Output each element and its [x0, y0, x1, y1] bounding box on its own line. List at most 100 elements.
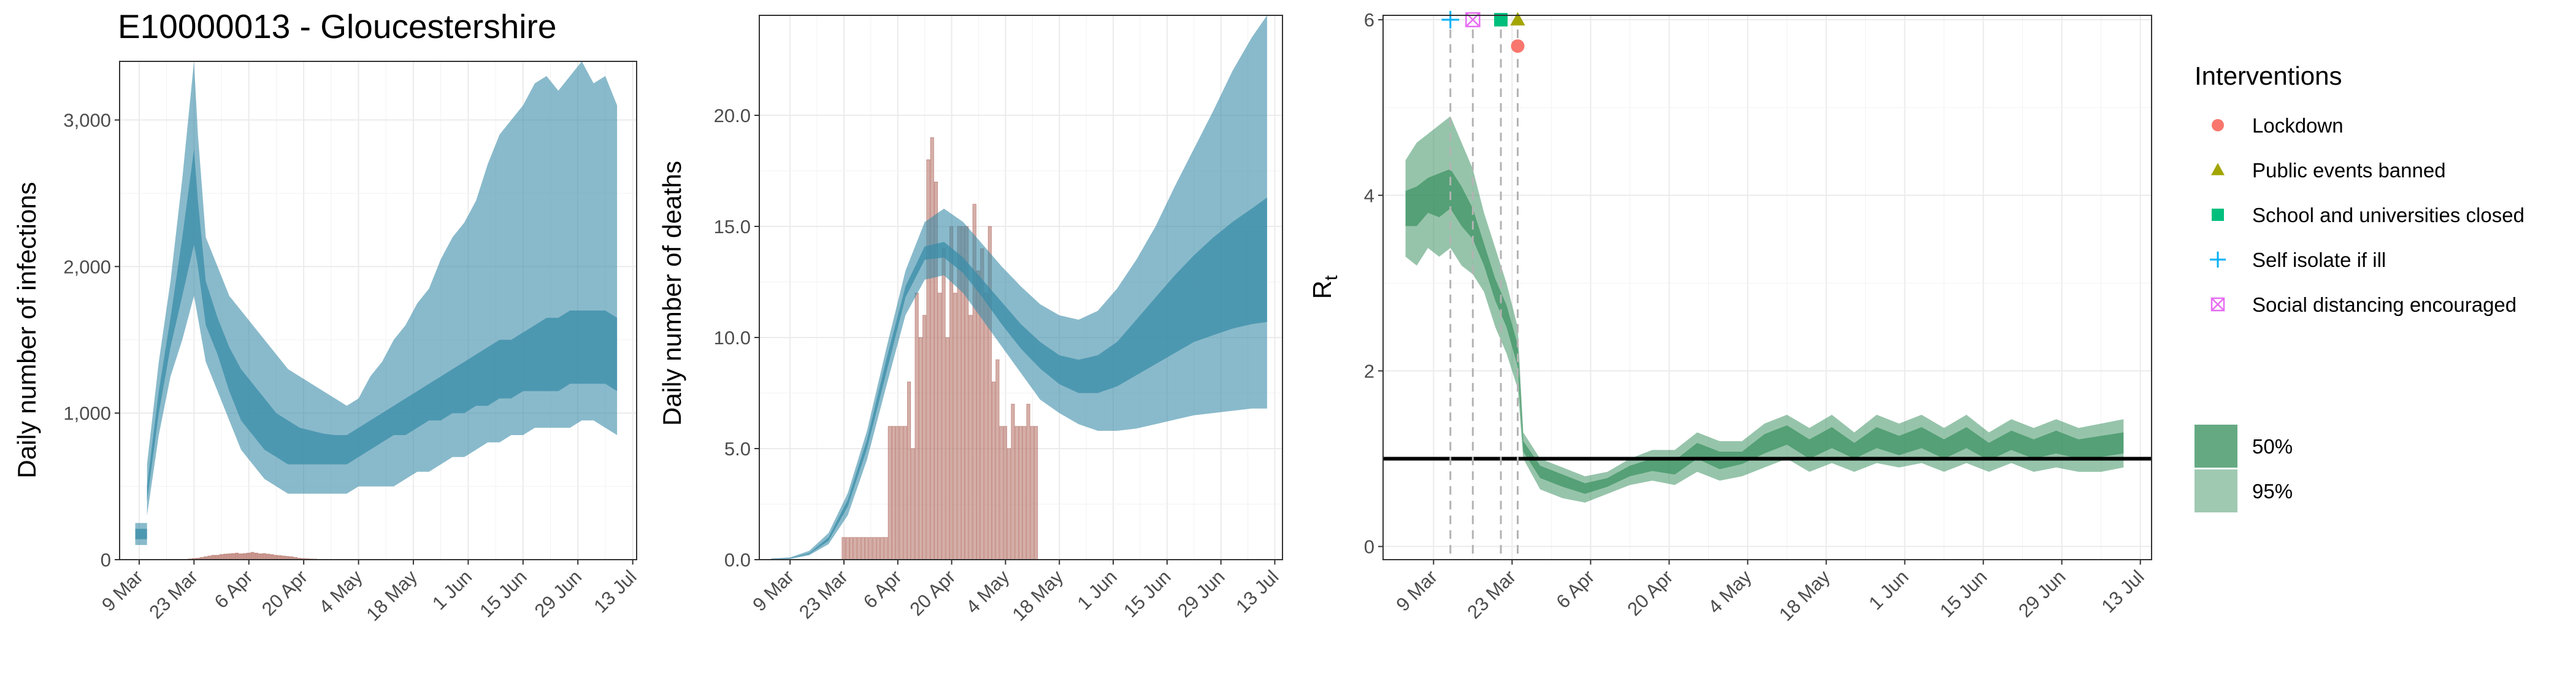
deaths-bar [1011, 404, 1015, 560]
infections-bar [219, 554, 223, 560]
rt-y-tick-label: 4 [1364, 185, 1374, 206]
infections-bar [223, 554, 228, 560]
infections-panel-border [119, 61, 637, 560]
deaths-bar [899, 426, 903, 560]
infections-bar [239, 554, 243, 560]
boxed-x-icon [2210, 297, 2225, 312]
deaths-bar [841, 537, 846, 560]
legend-band-swatch [2195, 469, 2237, 512]
infections-y-axis-label: Daily number of infections [12, 182, 41, 478]
deaths-bar [911, 448, 915, 560]
legend-item-lockdown: Lockdown [2212, 114, 2344, 137]
intervention-marker-public-events [1510, 12, 1525, 26]
rt-panel-border [1382, 15, 2152, 560]
legend-item-label: Self isolate if ill [2252, 249, 2386, 271]
deaths-y-tick-label: 15.0 [714, 216, 751, 237]
circle-icon [2212, 119, 2224, 131]
deaths-bar [891, 426, 896, 560]
legend-item-social-distancing: Social distancing encouraged [2210, 293, 2517, 316]
legend-item-label: School and universities closed [2252, 204, 2524, 226]
deaths-bar [945, 337, 949, 560]
infections-bar [227, 554, 231, 560]
deaths-bar [914, 293, 919, 560]
legend-items: Lockdown Public events banned School and u… [2210, 114, 2524, 316]
infections-bar [231, 553, 235, 560]
deaths-bar [857, 537, 861, 560]
deaths-bar [880, 537, 884, 560]
deaths-bar [1034, 426, 1038, 560]
deaths-bar [968, 315, 973, 560]
legend-item-schools: School and universities closed [2212, 204, 2524, 226]
deaths-bar [953, 293, 957, 560]
rt-y-axis-label: Rt [1308, 275, 1341, 299]
legend-band-label: 50% [2252, 435, 2293, 458]
legend-band-outer: 95% [2195, 469, 2293, 512]
deaths-bar [865, 537, 869, 560]
legend-item-label: Social distancing encouraged [2252, 293, 2517, 316]
infections-bar [266, 554, 270, 560]
infections-bar [274, 555, 278, 560]
deaths-y-tick-label: 10.0 [714, 327, 751, 349]
deaths-bar [903, 426, 907, 560]
legend-band-label: 95% [2252, 480, 2293, 503]
deaths-bar [930, 137, 934, 560]
boxed-x-icon-diag2 [2211, 298, 2225, 311]
deaths-y-tick-label: 20.0 [714, 105, 751, 126]
infections-y-tick-label: 2,000 [63, 256, 111, 277]
infections-bar [258, 554, 263, 560]
rt-y-tick-label: 6 [1364, 9, 1374, 31]
deaths-y-axis-label: Daily number of deaths [657, 161, 686, 426]
rt-marks [1383, 10, 2152, 560]
rt-y-axis-label-sub: t [1321, 275, 1341, 280]
deaths-band95 [770, 15, 1267, 560]
deaths-bar [876, 537, 880, 560]
deaths-bar [845, 537, 849, 560]
plus-icon [2210, 252, 2226, 268]
square-icon [2212, 209, 2224, 221]
deaths-bar [887, 426, 892, 560]
legend-item-label: Public events banned [2252, 159, 2446, 182]
square-icon [1494, 13, 1508, 27]
infections-y-tick-label: 0 [101, 549, 111, 571]
infections-bar [262, 553, 266, 560]
deaths-bar [999, 426, 1003, 560]
deaths-bar [872, 537, 876, 560]
rt-y-axis-label-main: R [1308, 280, 1336, 299]
deaths-bar [1022, 426, 1027, 560]
legend-bands: 50% 95% [2195, 425, 2293, 512]
infections-bar [270, 554, 274, 560]
circle-icon [1511, 39, 1525, 53]
deaths-bar [918, 337, 922, 560]
infections-bar [234, 552, 239, 560]
infections-band50 [135, 149, 618, 539]
deaths-bar [884, 537, 888, 560]
legend-band-inner: 50% [2195, 425, 2293, 468]
legend-title: Interventions [2195, 61, 2342, 90]
rt-band95 [1405, 116, 2124, 503]
deaths-bar [992, 381, 996, 560]
boxed-x-icon-box [2210, 297, 2225, 312]
deaths-bar [1030, 426, 1034, 560]
boxed-x-icon-box [1465, 12, 1481, 28]
rt-y-tick-label: 0 [1364, 536, 1374, 558]
triangle-icon [2211, 163, 2225, 176]
infections-bar [211, 555, 215, 560]
square-icon [2212, 209, 2224, 221]
deaths-bar [849, 537, 854, 560]
triangle-icon [1510, 12, 1525, 26]
infections-bar [254, 552, 259, 560]
triangle-icon [2211, 163, 2225, 176]
deaths-bar [1007, 448, 1011, 560]
infections-bar [242, 553, 247, 560]
deaths-bar [1018, 426, 1023, 560]
intervention-marker-schools [1494, 13, 1508, 27]
infections-bar [247, 552, 251, 560]
deaths-bar [1026, 404, 1030, 560]
deaths-bar [922, 315, 927, 560]
plus-icon [2210, 252, 2226, 268]
deaths-panel-border [759, 15, 1283, 560]
infections-y-tick-label: 1,000 [63, 403, 111, 424]
legend: Interventions Lockdown Public events bann… [2195, 61, 2524, 512]
